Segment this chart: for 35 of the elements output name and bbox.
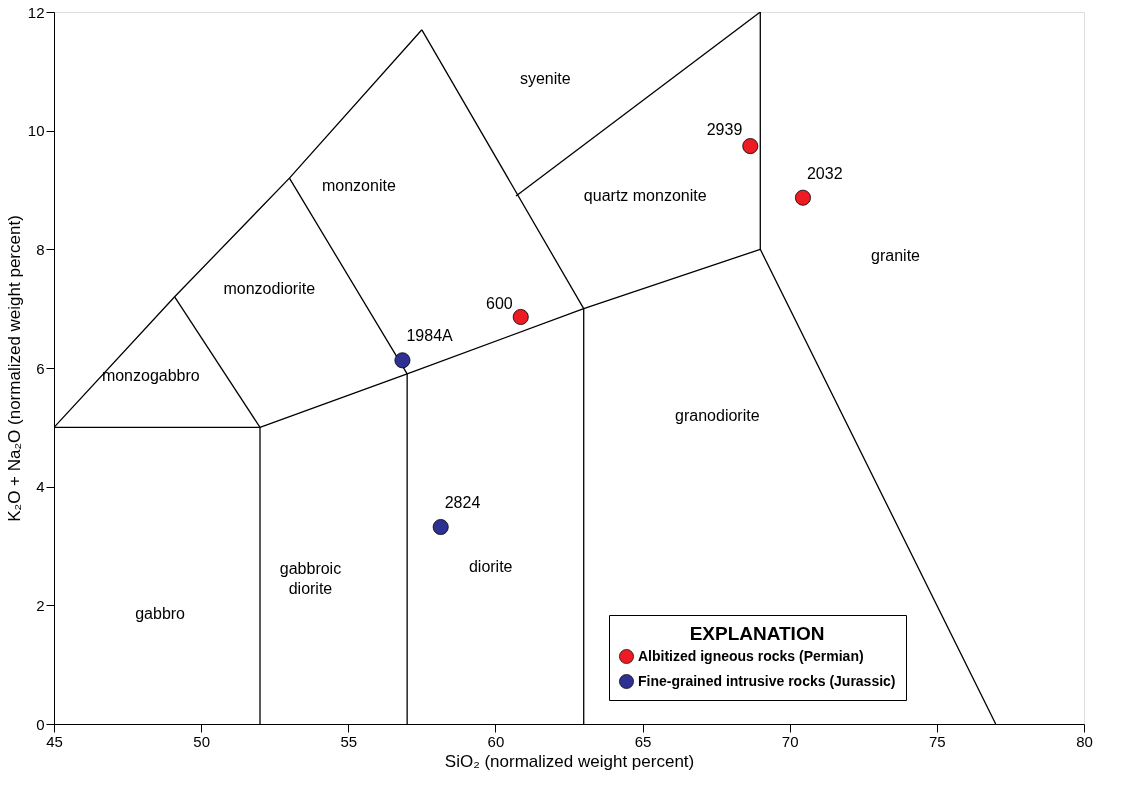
- annotation: granodiorite: [675, 406, 760, 424]
- annotation: 1984A: [406, 327, 454, 345]
- y-axis-title: K₂O + Na₂O (normalized weight percent): [4, 215, 24, 522]
- y-tick-label: 10: [27, 122, 45, 140]
- annotation: granite: [871, 247, 921, 265]
- x-tick-label: 65: [634, 732, 652, 750]
- x-tick-label: 80: [1076, 732, 1093, 750]
- x-tick-label: 70: [781, 732, 799, 750]
- x-tick-label: 45: [46, 732, 63, 750]
- x-tick-label: 50: [193, 732, 210, 750]
- annotation: gabbroic diorite: [279, 559, 342, 597]
- annotation: monzodiorite: [223, 279, 316, 297]
- annotation: monzonite: [321, 177, 396, 195]
- annotation: diorite: [468, 558, 513, 576]
- y-tick-label: 8: [36, 240, 45, 258]
- annotation: 2032: [806, 164, 843, 182]
- x-tick-label: 75: [929, 732, 946, 750]
- legend-title: EXPLANATION: [689, 623, 825, 644]
- y-tick-label: 6: [36, 359, 45, 377]
- x-tick-label: 55: [340, 732, 358, 750]
- y-tick-label: 0: [36, 715, 45, 733]
- annotation: quartz monzonite: [583, 187, 707, 205]
- x-tick-label: 60: [487, 732, 505, 750]
- annotation: syenite: [519, 69, 571, 87]
- annotation: 600: [486, 294, 513, 312]
- legend-label: Albitized igneous rocks (Permian): [638, 647, 864, 664]
- legend-label: Fine-grained intrusive rocks (Jurassic): [638, 672, 896, 689]
- annotation: 2824: [444, 494, 481, 512]
- x-axis-title: SiO₂ (normalized weight percent): [444, 751, 695, 771]
- annotation: monzogabbro: [101, 366, 200, 384]
- y-tick-label: 4: [36, 478, 45, 496]
- y-tick-label: 12: [27, 3, 45, 21]
- y-tick-label: 2: [36, 596, 45, 614]
- annotation: gabbro: [135, 604, 186, 622]
- annotation: 2939: [706, 121, 743, 139]
